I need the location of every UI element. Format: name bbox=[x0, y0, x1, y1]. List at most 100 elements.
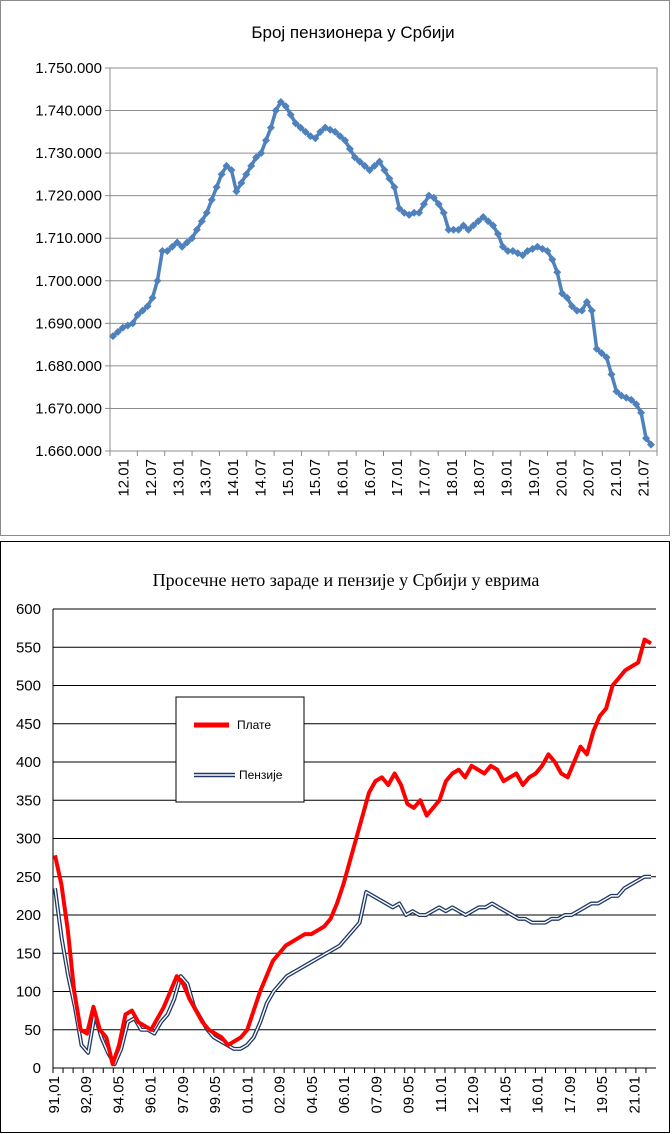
data-point bbox=[498, 242, 507, 251]
data-point bbox=[271, 106, 280, 115]
x-tick-label: 13.07 bbox=[198, 459, 215, 497]
pensions-series-line-inner bbox=[54, 876, 651, 1065]
pensioners-chart: Број пензионера у Србији 1.750.000 1.740.… bbox=[35, 23, 658, 497]
y-tick-label: 550 bbox=[16, 639, 41, 656]
data-point bbox=[493, 229, 502, 238]
data-point bbox=[291, 119, 300, 128]
data-point bbox=[553, 268, 562, 277]
y-tick-label: 1.740.000 bbox=[35, 103, 102, 120]
data-point bbox=[607, 370, 616, 379]
y-tick-label: 1.660.000 bbox=[35, 443, 102, 460]
x-tick-label: 14.07 bbox=[252, 459, 269, 497]
data-point bbox=[138, 306, 147, 315]
data-point bbox=[242, 170, 251, 179]
x-tick-label: 91,01 bbox=[46, 1076, 63, 1114]
y-tick-label: 1.710.000 bbox=[35, 230, 102, 247]
x-tick-label: 15.07 bbox=[307, 459, 324, 497]
data-point bbox=[464, 225, 473, 234]
x-tick-label: 99.05 bbox=[207, 1076, 224, 1114]
data-point bbox=[484, 217, 493, 226]
data-point bbox=[410, 208, 419, 217]
data-point bbox=[449, 225, 458, 234]
data-point bbox=[419, 200, 428, 209]
x-tick-label: 06.01 bbox=[336, 1076, 353, 1114]
x-tick-label: 21.07 bbox=[635, 459, 652, 497]
data-point bbox=[336, 132, 345, 141]
y-tick-label: 250 bbox=[16, 869, 41, 886]
data-point bbox=[178, 242, 187, 251]
data-point bbox=[232, 187, 241, 196]
x-tick-label: 15.01 bbox=[280, 459, 297, 497]
x-tick-label: 18.07 bbox=[471, 459, 488, 497]
data-point bbox=[192, 225, 201, 234]
x-tick-label: 12.07 bbox=[143, 459, 160, 497]
data-point bbox=[168, 242, 177, 251]
data-point bbox=[217, 170, 226, 179]
chart-title: Просечне нето зараде и пензије у Србији … bbox=[153, 570, 540, 590]
chart-title: Број пензионера у Србији bbox=[251, 23, 454, 42]
x-tick-label: 07.09 bbox=[368, 1076, 385, 1114]
data-point bbox=[489, 221, 498, 230]
x-tick-label: 21.01 bbox=[608, 459, 625, 497]
data-point bbox=[355, 157, 364, 166]
x-tick-label: 18.01 bbox=[444, 459, 461, 497]
y-tick-label: 1.670.000 bbox=[35, 400, 102, 417]
data-point bbox=[222, 161, 231, 170]
y-tick-label: 1.730.000 bbox=[35, 145, 102, 162]
x-tick-label: 19.05 bbox=[594, 1076, 611, 1114]
data-point bbox=[439, 208, 448, 217]
data-point bbox=[262, 136, 271, 145]
data-point bbox=[395, 204, 404, 213]
y-tick-label: 400 bbox=[16, 754, 41, 771]
wages-pensions-chart-panel: Просечне нето зараде и пензије у Србији … bbox=[0, 541, 670, 1133]
data-point bbox=[568, 302, 577, 311]
x-tick-label: 17.01 bbox=[389, 459, 406, 497]
y-tick-label: 1.690.000 bbox=[35, 315, 102, 332]
legend: Плате Пензије bbox=[175, 696, 305, 803]
data-point bbox=[187, 234, 196, 243]
data-point bbox=[370, 161, 379, 170]
data-point bbox=[266, 123, 275, 132]
wages-pensions-chart: Просечне нето зараде и пензије у Србији … bbox=[16, 570, 656, 1114]
data-point bbox=[479, 212, 488, 221]
data-point bbox=[183, 238, 192, 247]
data-point bbox=[429, 193, 438, 202]
data-point bbox=[459, 221, 468, 230]
x-tick-label: 09.05 bbox=[401, 1076, 418, 1114]
data-point bbox=[173, 238, 182, 247]
data-point bbox=[503, 246, 512, 255]
y-tick-label: 100 bbox=[16, 984, 41, 1001]
data-point bbox=[563, 293, 572, 302]
data-point bbox=[558, 289, 567, 298]
data-point bbox=[113, 327, 122, 336]
y-tick-label: 1.750.000 bbox=[35, 60, 102, 77]
legend-label-wages: Плате bbox=[237, 718, 271, 732]
data-point bbox=[350, 153, 359, 162]
data-point bbox=[128, 319, 137, 328]
data-point bbox=[647, 440, 655, 449]
y-tick-label: 150 bbox=[16, 945, 41, 962]
data-point bbox=[311, 134, 320, 143]
x-tick-label: 19.01 bbox=[499, 459, 516, 497]
data-point bbox=[597, 349, 606, 358]
data-point bbox=[602, 353, 611, 362]
y-tick-label: 500 bbox=[16, 678, 41, 695]
y-tick-label: 450 bbox=[16, 716, 41, 733]
x-tick-label: 02.09 bbox=[272, 1076, 289, 1114]
data-point bbox=[286, 110, 295, 119]
data-point bbox=[543, 246, 552, 255]
x-tick-label: 12.09 bbox=[465, 1076, 482, 1114]
legend-box bbox=[175, 696, 305, 803]
data-point bbox=[415, 208, 424, 217]
data-point bbox=[577, 306, 586, 315]
data-point bbox=[202, 208, 211, 217]
x-tick-label: 20.01 bbox=[553, 459, 570, 497]
data-point bbox=[158, 246, 167, 255]
data-point bbox=[247, 161, 256, 170]
data-point bbox=[276, 98, 285, 107]
x-tick-label: 04.05 bbox=[304, 1076, 321, 1114]
data-point bbox=[340, 136, 349, 145]
x-tick-label: 92,09 bbox=[78, 1076, 95, 1114]
x-tick-label: 17.09 bbox=[562, 1076, 579, 1114]
data-point bbox=[360, 161, 369, 170]
